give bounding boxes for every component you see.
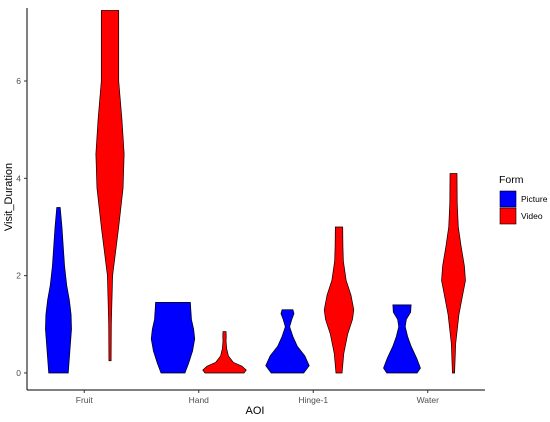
legend-title: Form bbox=[499, 174, 524, 186]
violin-picture-water bbox=[383, 304, 421, 374]
y-tick-label: 0 bbox=[16, 368, 21, 378]
violin-picture-hand bbox=[150, 302, 196, 374]
x-tick-label-fruit: Fruit bbox=[76, 395, 94, 405]
x-tick-label-water: Water bbox=[417, 395, 440, 405]
violin-picture-hinge-1 bbox=[265, 309, 310, 374]
y-tick-label: 2 bbox=[16, 271, 21, 281]
x-tick-label-hand: Hand bbox=[189, 395, 210, 405]
x-tick-label-hinge-1: Hinge-1 bbox=[298, 395, 328, 405]
x-axis-title: AOI bbox=[246, 405, 265, 417]
violin-video-hinge-1 bbox=[323, 226, 355, 374]
y-tick-label: 4 bbox=[16, 173, 21, 183]
legend: Form Picture Video bbox=[499, 174, 548, 225]
legend-key-picture bbox=[499, 190, 517, 208]
legend-label-video: Video bbox=[521, 211, 543, 221]
violin-picture-fruit bbox=[45, 207, 72, 374]
violin-video-fruit bbox=[95, 10, 125, 362]
y-tick-label: 6 bbox=[16, 76, 21, 86]
plot-area bbox=[45, 10, 466, 374]
violin-video-hand bbox=[202, 331, 247, 374]
legend-label-picture: Picture bbox=[521, 194, 548, 204]
violin-video-water bbox=[441, 173, 466, 374]
axes: 0 2 4 6 Fruit Hand Hinge-1 Water bbox=[16, 76, 439, 405]
legend-key-video bbox=[499, 207, 517, 225]
y-axis-title: Visit_Duration bbox=[3, 163, 15, 231]
